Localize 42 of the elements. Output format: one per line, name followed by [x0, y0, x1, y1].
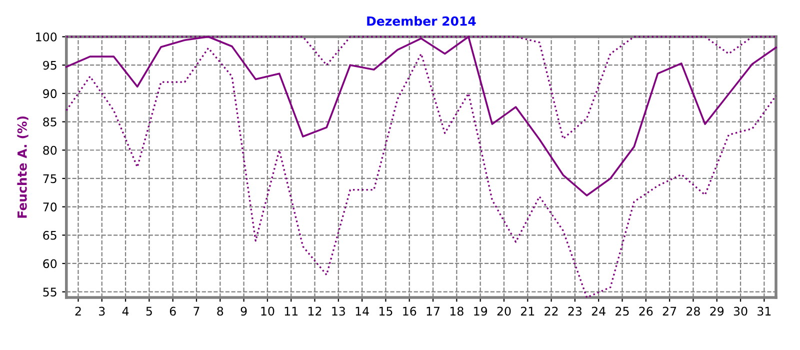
- x-tick-label: 19: [474, 306, 488, 316]
- x-tick-label: 21: [520, 306, 534, 316]
- x-tick-label: 30: [734, 306, 748, 316]
- y-tick-label: 80: [43, 146, 57, 155]
- x-tick-label: 29: [710, 306, 724, 316]
- y-tick-label: 65: [43, 230, 56, 240]
- x-tick-label: 9: [240, 306, 247, 316]
- x-tick-label: 7: [194, 306, 200, 316]
- x-tick-label: 12: [308, 306, 322, 316]
- y-tick-label: 100: [36, 32, 57, 42]
- x-tick-label: 14: [356, 306, 369, 316]
- x-tick-label: 31: [758, 306, 771, 316]
- y-tick-label: 90: [43, 89, 57, 98]
- x-tick-label: 17: [426, 306, 440, 316]
- x-tick-label: 4: [122, 306, 129, 316]
- x-tick-label: 16: [403, 306, 416, 316]
- x-tick-label: 2: [75, 306, 81, 316]
- x-tick-label: 26: [639, 306, 653, 316]
- x-tick-label: 13: [332, 306, 345, 316]
- x-tick-label: 11: [284, 306, 298, 316]
- y-tick-label: 95: [43, 60, 56, 70]
- y-tick-label: 55: [43, 288, 56, 296]
- x-tick-label: 3: [99, 306, 105, 316]
- x-tick-label: 10: [261, 306, 274, 316]
- y-tick-label: 60: [43, 259, 57, 268]
- x-tick-label: 6: [170, 306, 176, 316]
- x-tick-label: 22: [544, 306, 558, 316]
- x-tick-label: 25: [616, 306, 629, 316]
- y-tick-label: 70: [43, 202, 57, 212]
- y-tick-label: 75: [43, 174, 56, 184]
- x-tick-label: 8: [217, 306, 224, 316]
- y-tick-label: 85: [43, 118, 56, 126]
- y-axis-title: Feuchte A. (%): [17, 116, 28, 218]
- x-tick-label: 24: [592, 306, 606, 316]
- x-tick-label: 23: [568, 306, 582, 316]
- chart-title: Dezember 2014: [367, 16, 476, 26]
- x-tick-label: 28: [686, 306, 700, 316]
- x-tick-label: 27: [662, 306, 676, 316]
- x-tick-label: 5: [146, 306, 152, 316]
- x-tick-label: 18: [450, 306, 464, 316]
- x-tick-label: 15: [380, 306, 392, 316]
- x-tick-label: 20: [497, 306, 511, 316]
